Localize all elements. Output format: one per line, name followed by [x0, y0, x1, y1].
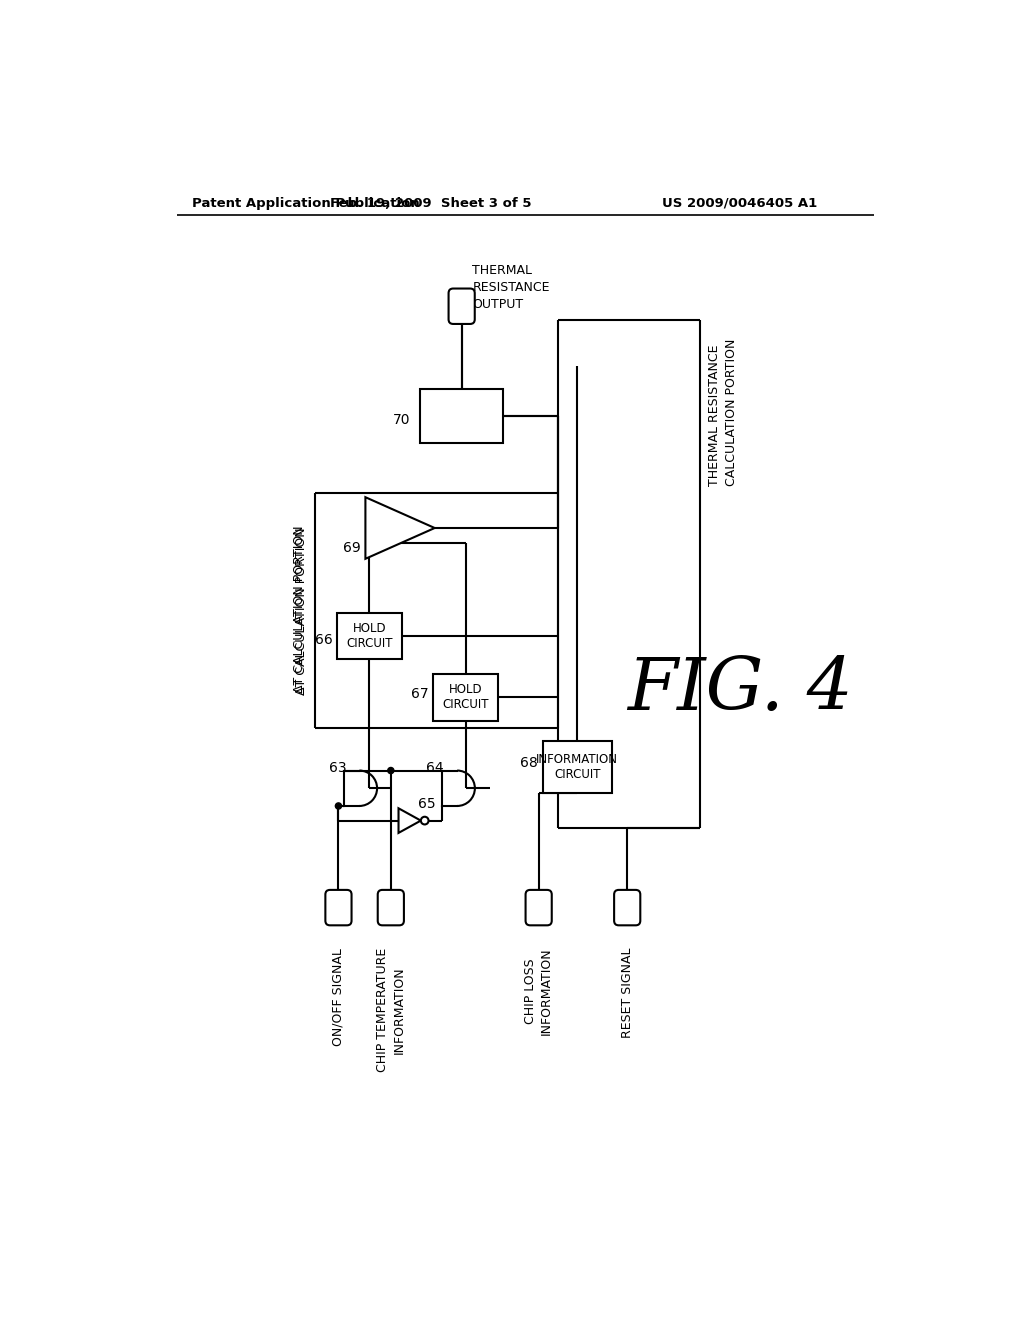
Circle shape [336, 803, 342, 809]
Text: THERMAL RESISTANCE
CALCULATION PORTION: THERMAL RESISTANCE CALCULATION PORTION [708, 339, 738, 486]
Polygon shape [366, 498, 435, 558]
Bar [337, 612, 402, 659]
Text: 63: 63 [329, 762, 346, 775]
Text: THERMAL
RESISTANCE
OUTPUT: THERMAL RESISTANCE OUTPUT [472, 264, 550, 312]
FancyBboxPatch shape [378, 890, 403, 925]
Text: 70: 70 [393, 413, 411, 428]
Text: 67: 67 [411, 686, 429, 701]
Text: 65: 65 [418, 797, 435, 810]
Text: HOLD
CIRCUIT: HOLD CIRCUIT [346, 622, 392, 649]
Circle shape [421, 817, 429, 825]
Text: HOLD
CIRCUIT: HOLD CIRCUIT [442, 684, 488, 711]
Text: RESET SIGNAL: RESET SIGNAL [621, 948, 634, 1038]
Text: Feb. 19, 2009  Sheet 3 of 5: Feb. 19, 2009 Sheet 3 of 5 [330, 197, 531, 210]
Text: ON/OFF SIGNAL: ON/OFF SIGNAL [332, 948, 345, 1045]
Text: CHIP LOSS
INFORMATION: CHIP LOSS INFORMATION [524, 948, 553, 1035]
Text: 69: 69 [343, 541, 360, 554]
Bar [543, 741, 611, 793]
FancyBboxPatch shape [614, 890, 640, 925]
Text: INFORMATION
CIRCUIT: INFORMATION CIRCUIT [537, 752, 618, 780]
Polygon shape [398, 808, 421, 833]
Bar [433, 675, 499, 721]
Text: ΔT CALCULATION PORTION: ΔT CALCULATION PORTION [294, 525, 306, 693]
FancyBboxPatch shape [525, 890, 552, 925]
FancyBboxPatch shape [449, 289, 475, 323]
Text: Patent Application Publication: Patent Application Publication [193, 197, 420, 210]
Text: US 2009/0046405 A1: US 2009/0046405 A1 [662, 197, 817, 210]
Text: 66: 66 [314, 632, 333, 647]
Text: CHIP TEMPERATURE
INFORMATION: CHIP TEMPERATURE INFORMATION [377, 948, 406, 1072]
Text: ΔT CALCULATION PORTION: ΔT CALCULATION PORTION [295, 528, 308, 694]
FancyBboxPatch shape [326, 890, 351, 925]
Circle shape [388, 767, 394, 774]
Text: FIG. 4: FIG. 4 [628, 655, 853, 725]
Text: 68: 68 [520, 756, 538, 770]
Text: 64: 64 [426, 762, 444, 775]
Bar [420, 389, 503, 444]
